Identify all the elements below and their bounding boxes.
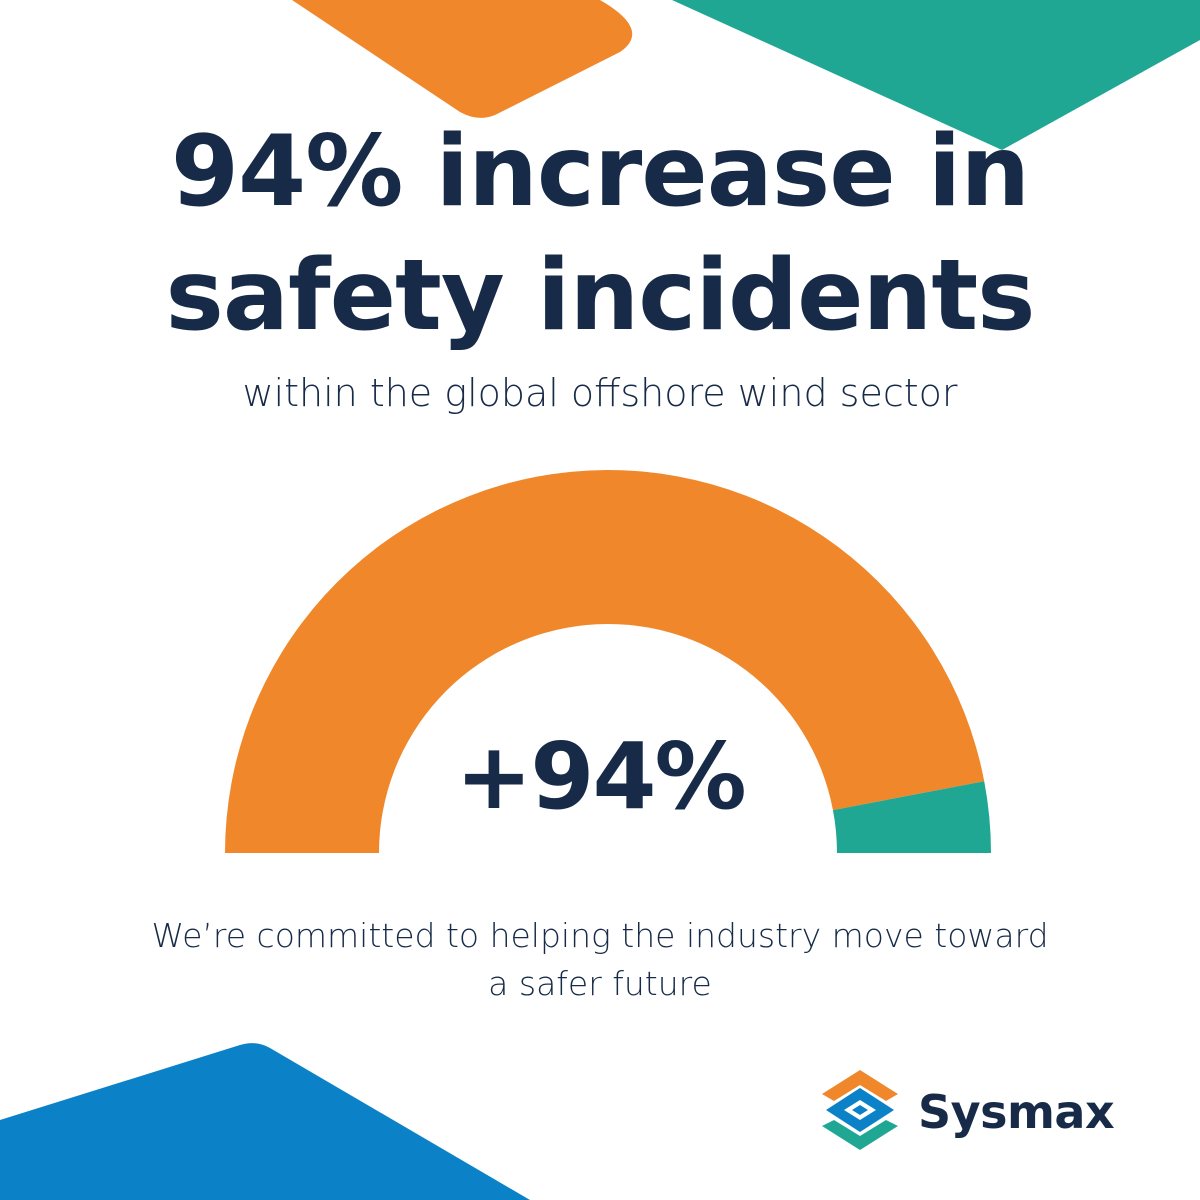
- subtitle: within the global offshore wind sector: [242, 371, 958, 415]
- headline-line-2: safety incidents: [165, 239, 1035, 353]
- headline: 94% increase in safety incidents: [0, 110, 1200, 358]
- tagline-line-2: a safer future: [488, 964, 712, 1003]
- blue-corner-shape: [0, 1043, 530, 1200]
- brand-logo: Sysmax: [814, 1068, 1134, 1158]
- gauge-value-label: +94%: [455, 723, 746, 830]
- gauge-remaining-arc: [832, 781, 991, 853]
- teal-corner-shape: [672, 0, 1200, 150]
- gauge-filled-arc: [225, 470, 985, 853]
- layered-diamond-logo-icon: [822, 1070, 898, 1150]
- orange-corner-shape: [292, 0, 633, 118]
- tagline-line-1: We’re committed to helping the industry …: [151, 916, 1049, 955]
- headline-line-1: 94% increase in: [170, 115, 1030, 229]
- brand-name: Sysmax: [918, 1085, 1115, 1139]
- tagline: We’re committed to helping the industry …: [0, 912, 1200, 1008]
